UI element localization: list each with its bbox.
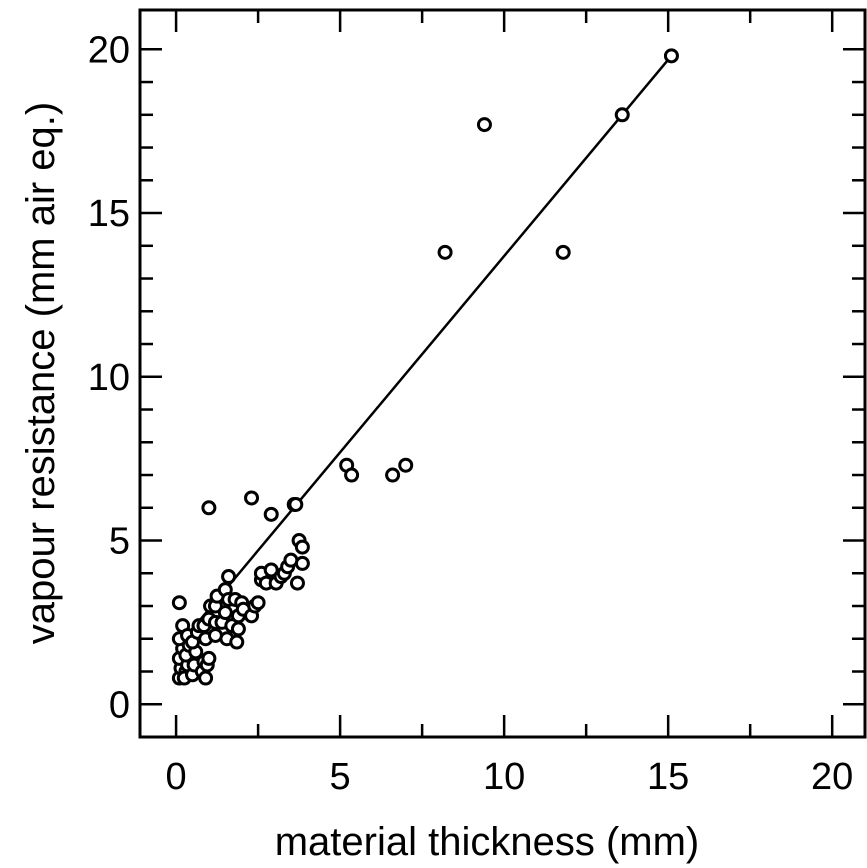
data-point xyxy=(221,569,237,585)
data-point xyxy=(288,496,304,512)
data-point xyxy=(201,500,217,516)
x-tick-label: 10 xyxy=(483,756,525,798)
fit-line-group xyxy=(175,55,673,650)
y-tick-label: 10 xyxy=(88,357,130,399)
x-tick-label: 0 xyxy=(166,756,187,798)
data-point xyxy=(398,457,414,473)
fit-line xyxy=(175,55,673,650)
data-point xyxy=(250,595,266,611)
data-point xyxy=(555,244,571,260)
plot-frame xyxy=(138,8,867,739)
x-axis-label: material thickness (mm) xyxy=(275,820,700,864)
data-point xyxy=(263,506,279,522)
data-point xyxy=(229,634,245,650)
data-point xyxy=(476,117,492,133)
y-axis-ticks: 0 5 10 15 20 xyxy=(88,29,865,726)
data-point xyxy=(201,650,217,666)
data-point xyxy=(344,467,360,483)
x-tick-label: 5 xyxy=(330,756,351,798)
data-point xyxy=(663,48,679,64)
x-tick-label: 20 xyxy=(811,756,853,798)
data-point xyxy=(263,562,279,578)
data-point xyxy=(385,467,401,483)
data-point xyxy=(217,605,233,621)
data-points xyxy=(171,48,679,686)
data-point xyxy=(171,595,187,611)
y-tick-label: 5 xyxy=(109,521,130,563)
data-point xyxy=(244,490,260,506)
data-point xyxy=(289,575,305,591)
data-point xyxy=(230,621,246,637)
y-axis-label: vapour resistance (mm air eq.) xyxy=(19,102,63,644)
y-tick-label: 15 xyxy=(88,193,130,235)
y-tick-label: 20 xyxy=(88,29,130,71)
data-point xyxy=(294,539,310,555)
data-point xyxy=(294,555,310,571)
data-point xyxy=(614,107,630,123)
x-axis-ticks: 0 5 10 15 20 xyxy=(166,10,853,798)
data-point xyxy=(198,670,214,686)
x-tick-label: 15 xyxy=(647,756,689,798)
data-point xyxy=(437,244,453,260)
y-tick-label: 0 xyxy=(109,684,130,726)
